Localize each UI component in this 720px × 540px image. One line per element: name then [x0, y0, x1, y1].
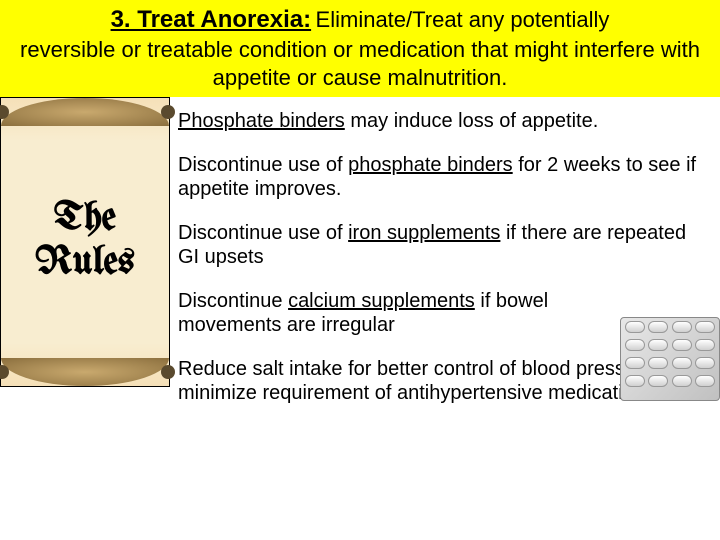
- left-column: The Rules: [0, 97, 170, 537]
- b3-underline: iron supplements: [348, 222, 500, 244]
- header-title: 3. Treat Anorexia:: [111, 6, 312, 33]
- b3-pre: Discontinue use of: [178, 222, 348, 244]
- pill-blister-image: [620, 317, 720, 401]
- pill-icon: [695, 357, 715, 369]
- b1-post: may induce loss of appetite.: [345, 110, 598, 132]
- header-body: reversible or treatable condition or med…: [10, 36, 710, 91]
- pill-icon: [695, 375, 715, 387]
- pill-icon: [648, 321, 668, 333]
- scroll-knob: [0, 365, 9, 379]
- scroll-top-roll: [1, 98, 169, 126]
- pill-row: [621, 336, 719, 354]
- b4-underline: calcium supplements: [288, 290, 475, 312]
- scroll-line1: The: [35, 198, 134, 242]
- pill-icon: [625, 321, 645, 333]
- pill-icon: [695, 339, 715, 351]
- header-subtitle: Eliminate/Treat any potentially: [316, 7, 610, 32]
- right-column: Phosphate binders may induce loss of app…: [170, 97, 720, 537]
- b2-underline: phosphate binders: [348, 154, 513, 176]
- pill-icon: [648, 375, 668, 387]
- pill-icon: [648, 339, 668, 351]
- header-line1: 3. Treat Anorexia: Eliminate/Treat any p…: [10, 6, 710, 34]
- scroll-bottom-roll: [1, 358, 169, 386]
- header-banner: 3. Treat Anorexia: Eliminate/Treat any p…: [0, 0, 720, 97]
- rules-scroll-image: The Rules: [0, 97, 170, 387]
- scroll-line2: Rules: [35, 242, 134, 286]
- pill-icon: [625, 339, 645, 351]
- b1-underline: Phosphate binders: [178, 110, 345, 132]
- pill-icon: [625, 375, 645, 387]
- b2-pre: Discontinue use of: [178, 154, 348, 176]
- pill-row: [621, 318, 719, 336]
- pill-row: [621, 354, 719, 372]
- pill-icon: [672, 321, 692, 333]
- pill-icon: [625, 357, 645, 369]
- pill-icon: [672, 339, 692, 351]
- pill-icon: [695, 321, 715, 333]
- scroll-text: The Rules: [35, 198, 134, 286]
- pill-row: [621, 372, 719, 390]
- scroll-knob: [0, 105, 9, 119]
- pill-icon: [672, 375, 692, 387]
- b4-pre: Discontinue: [178, 290, 288, 312]
- bullet-2: Discontinue use of phosphate binders for…: [178, 153, 708, 201]
- bullet-1: Phosphate binders may induce loss of app…: [178, 109, 708, 133]
- pill-icon: [672, 357, 692, 369]
- bullet-3: Discontinue use of iron supplements if t…: [178, 221, 708, 269]
- content-area: The Rules Phosphate binders may induce l…: [0, 97, 720, 537]
- pill-icon: [648, 357, 668, 369]
